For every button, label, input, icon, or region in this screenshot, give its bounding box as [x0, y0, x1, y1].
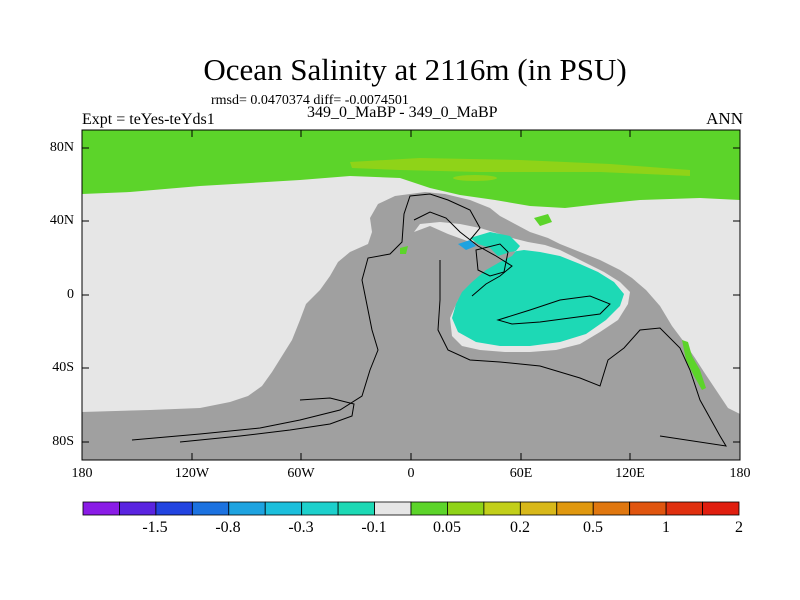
- colorbar-label: 0.05: [433, 519, 461, 536]
- x-label-120e: 120E: [615, 466, 645, 481]
- colorbar-label: 2: [735, 519, 743, 536]
- colorbar-swatch: [556, 501, 594, 516]
- colorbar-swatch: [629, 501, 667, 516]
- experiment-label: Expt = teYes-teYds1: [82, 111, 215, 128]
- coastline-south: [179, 397, 355, 443]
- season-label: ANN: [706, 109, 743, 128]
- x-label-180e: 180: [729, 466, 751, 481]
- y-label-40s: 40S: [52, 360, 74, 375]
- colorbar-swatch: [301, 501, 339, 516]
- coastline-east-tethys: [496, 295, 611, 325]
- coastline-pangaea-west: [131, 193, 481, 441]
- colorbar-swatch: [410, 501, 448, 516]
- y-label-80s: 80S: [52, 434, 74, 449]
- plot-subtitle: 349_0_MaBP - 349_0_MaBP: [307, 104, 498, 121]
- coastline-island: [475, 243, 509, 277]
- colorbar-label: -0.3: [288, 519, 314, 536]
- colorbar: [82, 501, 740, 516]
- stats-line: rmsd= 0.0470374 diff= -0.0074501: [211, 93, 409, 108]
- colorbar-swatch: [702, 501, 740, 516]
- coastlines: [131, 193, 727, 447]
- x-label-120w: 120W: [174, 466, 210, 481]
- colorbar-swatch: [665, 501, 703, 516]
- colorbar-label: 0.5: [583, 519, 603, 536]
- colorbar-swatch: [228, 501, 266, 516]
- colorbar-swatch: [191, 501, 230, 516]
- colorbar-swatch: [374, 501, 412, 516]
- colorbar-label: -1.5: [142, 519, 168, 536]
- arctic-anomaly-core: [453, 175, 497, 181]
- colorbar-swatch: [592, 501, 631, 516]
- colorbar-swatch: [119, 501, 157, 516]
- tethys-positive-patch: [534, 214, 552, 226]
- x-label-60w: 60W: [287, 466, 315, 481]
- y-label-40n: 40N: [49, 213, 74, 228]
- x-ticks: [81, 130, 741, 460]
- colorbar-swatch: [264, 501, 303, 516]
- colorbar-swatch: [519, 501, 558, 516]
- x-label-0: 0: [407, 466, 415, 481]
- y-ticks: [82, 147, 740, 443]
- colorbar-label: -0.8: [215, 519, 241, 536]
- plot-title: Ocean Salinity at 2116m (in PSU): [203, 52, 627, 87]
- x-label-60e: 60E: [509, 466, 533, 481]
- colorbar-swatch: [155, 501, 193, 516]
- colorbar-label: -0.1: [361, 519, 387, 536]
- coastline-laurasia: [413, 211, 513, 297]
- tethys-negative-core: [458, 240, 476, 250]
- colorbar-swatch: [483, 501, 521, 516]
- tethys-positive-patch-2: [400, 246, 408, 254]
- colorbar-label: 1: [662, 519, 670, 536]
- arctic-anomaly-inner: [350, 158, 690, 176]
- colorbar-swatch: [447, 501, 485, 516]
- colorbar-label: 0.2: [510, 519, 530, 536]
- y-label-0: 0: [67, 287, 74, 302]
- x-label-180w: 180: [71, 466, 93, 481]
- colorbar-swatch: [82, 501, 120, 516]
- east-coast-positive: [682, 340, 706, 390]
- coastline-gondwana: [437, 260, 727, 447]
- colorbar-swatch: [337, 501, 375, 516]
- map-panel: [81, 129, 741, 461]
- y-label-80n: 80N: [49, 140, 74, 155]
- tethys-negative-anomaly: [452, 232, 624, 346]
